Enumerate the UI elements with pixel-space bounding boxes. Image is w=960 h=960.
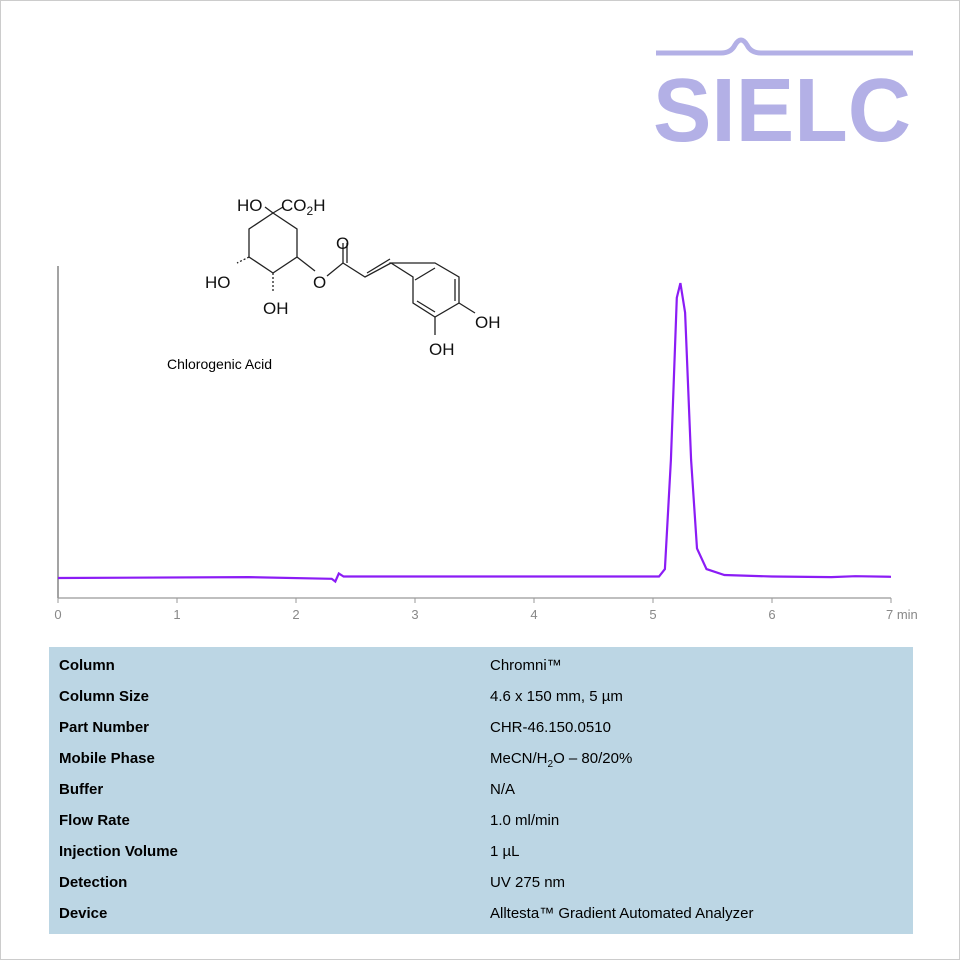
x-tick-label: 7 min xyxy=(886,607,918,622)
conditions-table: Column Chromni™ Column Size 4.6 x 150 mm, 5… xyxy=(49,647,913,934)
series-line xyxy=(57,282,892,584)
compound-name: Chlorogenic Acid xyxy=(167,356,273,372)
row-label: Mobile Phase xyxy=(59,750,155,767)
row-label: Part Number xyxy=(59,719,150,736)
x-tick-label: 0 xyxy=(54,607,61,622)
table-row: Flow Rate 1.0 ml/min xyxy=(49,802,913,833)
table-row: Buffer N/A xyxy=(49,771,913,802)
x-tick-label: 2 xyxy=(292,607,299,622)
label-ho: HO xyxy=(237,196,263,215)
table-row: Detection UV 275 nm xyxy=(49,864,913,895)
row-label: Flow Rate xyxy=(59,812,130,829)
label-oh: OH xyxy=(475,313,501,332)
label-oh: OH xyxy=(429,340,455,359)
table-row: Column Size 4.6 x 150 mm, 5 µm xyxy=(49,678,913,709)
x-tick-label: 1 xyxy=(173,607,180,622)
x-tick-label: 6 xyxy=(768,607,775,622)
label-ho: HO xyxy=(205,273,231,292)
row-label: Detection xyxy=(59,874,128,891)
table-row: Column Chromni™ xyxy=(49,647,913,678)
table-row: Part Number CHR-46.150.0510 xyxy=(49,709,913,740)
label-o: O xyxy=(336,234,349,253)
row-label: Device xyxy=(59,905,108,922)
label-o: O xyxy=(313,273,326,292)
row-value: 1.0 ml/min xyxy=(490,812,560,829)
row-label: Column Size xyxy=(59,688,150,705)
table-row: Device Alltesta™ Gradient Automated Analy… xyxy=(49,895,913,926)
row-value: Chromni™ xyxy=(490,657,562,674)
svg-text:SIELC: SIELC xyxy=(653,61,911,151)
sielc-logo: SIELC xyxy=(653,37,913,151)
row-label: Buffer xyxy=(59,781,104,798)
chlorogenic-acid-structure xyxy=(236,206,476,335)
row-value: CHR-46.150.0510 xyxy=(490,719,611,736)
table-row: Mobile Phase MeCN/H2O – 80/20% xyxy=(49,740,913,771)
x-tick-label: 3 xyxy=(411,607,418,622)
row-value: N/A xyxy=(490,781,516,798)
chromatogram: 0 1 2 3 4 5 6 7 min HO CO2H O HO OH O OH OH xyxy=(54,196,918,622)
label-co2h: CO2H xyxy=(281,196,325,218)
row-label: Injection Volume xyxy=(59,843,178,860)
row-value: MeCN/H2O – 80/20% xyxy=(490,750,633,770)
row-value: UV 275 nm xyxy=(490,874,566,891)
label-oh: OH xyxy=(263,299,289,318)
x-tick-label: 5 xyxy=(649,607,656,622)
row-value: 1 µL xyxy=(490,843,520,860)
row-value: 4.6 x 150 mm, 5 µm xyxy=(490,688,623,705)
row-label: Column xyxy=(59,657,115,674)
row-value: Alltesta™ Gradient Automated Analyzer xyxy=(490,905,754,922)
table-row: Injection Volume 1 µL xyxy=(49,833,913,864)
x-tick-label: 4 xyxy=(530,607,537,622)
